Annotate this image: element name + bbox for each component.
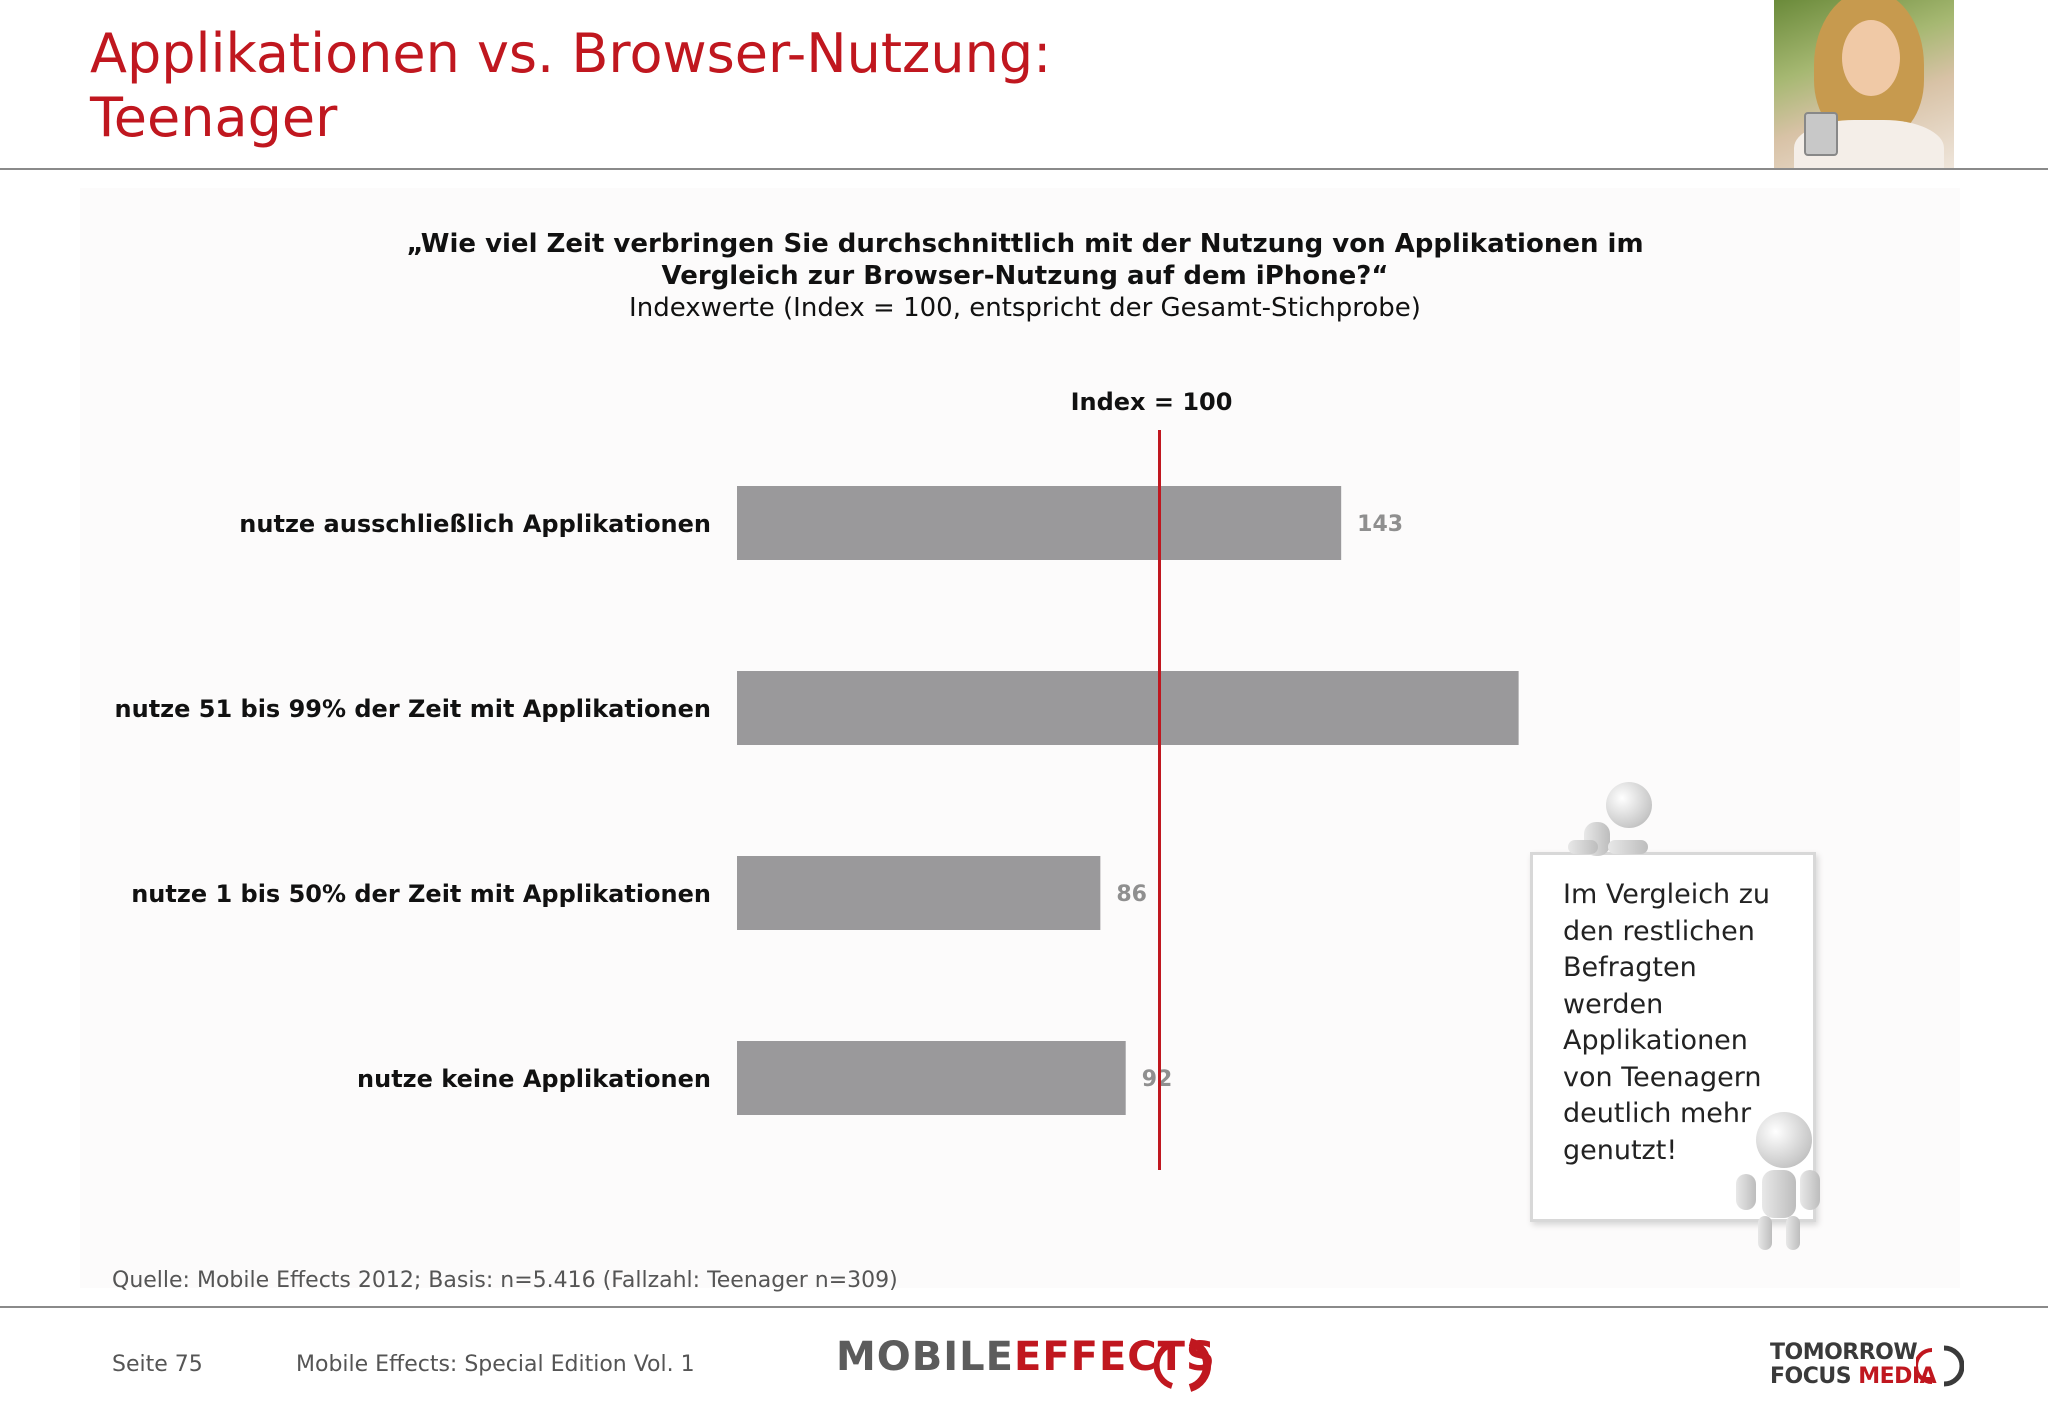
standing-figure-icon xyxy=(1728,1112,1828,1252)
mobile-effects-logo: MOBILEEFFECTS xyxy=(836,1334,1216,1380)
question-line-1: „Wie viel Zeit verbringen Sie durchschni… xyxy=(406,229,1644,259)
source-note: Quelle: Mobile Effects 2012; Basis: n=5.… xyxy=(112,1268,898,1293)
index-bar-chart: nutze ausschließlich Applikationen 143 nut… xyxy=(115,388,1519,1170)
category-label: nutze 1 bis 50% der Zeit mit Applikation… xyxy=(131,880,711,908)
bar xyxy=(737,856,1101,930)
tfm-bracket-icon xyxy=(1916,1345,1964,1387)
teenager-photo xyxy=(1774,0,1954,170)
value-label: 92 xyxy=(1142,1067,1173,1092)
tfm-logo-focus: FOCUS xyxy=(1770,1364,1852,1389)
tfm-logo-media: MEDIA xyxy=(1858,1364,1937,1389)
logo-word-effects: EFFECTS xyxy=(1014,1334,1216,1380)
category-label: nutze keine Applikationen xyxy=(357,1065,711,1093)
logo-word-mobile: MOBILE xyxy=(836,1334,1014,1380)
slide-title-line-1: Applikationen vs. Browser-Nutzung: xyxy=(90,22,1052,85)
category-label: nutze 51 bis 99% der Zeit mit Applikatio… xyxy=(115,695,711,723)
chart-subtitle: Indexwerte (Index = 100, entspricht der … xyxy=(629,293,1421,323)
tfm-logo-line-1: TOMORROW xyxy=(1770,1340,1918,1365)
mobile-effects-bracket-icon xyxy=(1153,1338,1212,1392)
slide-title: Applikationen vs. Browser-Nutzung: Teena… xyxy=(90,22,1051,150)
value-label: 86 xyxy=(1116,882,1147,907)
footer-divider xyxy=(0,1306,2048,1308)
bars-group: nutze ausschließlich Applikationen 143 nut… xyxy=(115,486,1519,1115)
bar xyxy=(737,486,1342,560)
tomorrow-focus-media-logo: TOMORROW FOCUS MEDIA xyxy=(1770,1340,1937,1389)
reference-line-label: Index = 100 xyxy=(1071,388,1233,416)
category-label: nutze ausschließlich Applikationen xyxy=(239,510,711,538)
survey-question: „Wie viel Zeit verbringen Sie durchschni… xyxy=(250,228,1800,324)
edition-label: Mobile Effects: Special Edition Vol. 1 xyxy=(296,1352,695,1377)
value-label: 143 xyxy=(1357,512,1403,537)
bar xyxy=(737,1041,1126,1115)
slide-title-line-2: Teenager xyxy=(90,86,338,149)
sitting-figure-icon xyxy=(1568,778,1668,858)
page-number: Seite 75 xyxy=(112,1352,203,1377)
note-box: Im Vergleich zu den restlichen Befragten… xyxy=(1530,852,1816,1222)
bar xyxy=(737,671,1519,745)
header-divider xyxy=(0,168,2048,170)
note-text: Im Vergleich zu den restlichen Befragten… xyxy=(1563,879,1771,1166)
question-line-2: Vergleich zur Browser-Nutzung auf dem iP… xyxy=(661,261,1389,291)
